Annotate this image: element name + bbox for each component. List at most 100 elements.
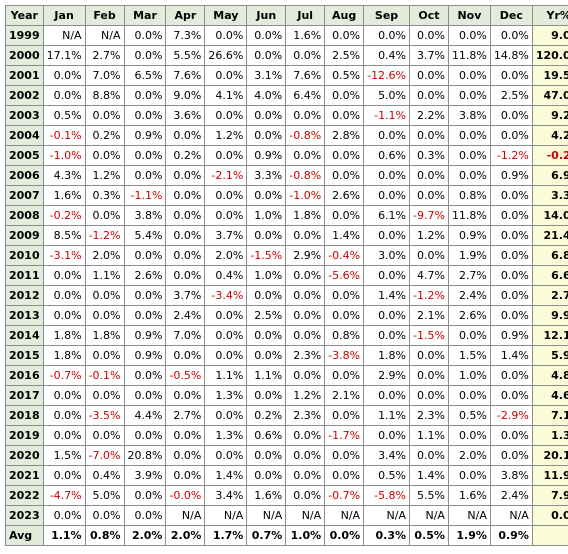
column-header-jun: Jun [246,5,287,26]
month-value-cell: 3.4% [363,445,411,466]
month-value-cell: 8.5% [42,225,86,246]
month-value-cell: 0.0% [42,465,86,486]
month-value-cell: 0.0% [84,205,125,226]
month-value-cell: 0.0% [123,305,167,326]
month-value-cell: 2.7% [165,405,206,426]
yearly-total-cell: 1.3% [531,425,568,446]
table-body: 1999 N/A N/A 0.0% 7.3% 0.0% 0.0% 1.6% 0.0% 0.0% 0.… [5,25,568,546]
month-value-cell: -1.2% [409,285,449,306]
month-value-cell: 3.1% [246,65,287,86]
column-header-year: Year [5,5,44,26]
month-value-cell: 0.0% [42,85,86,106]
yearly-total-cell: -0.2% [531,145,568,166]
table-row: 2003 0.5% 0.0% 0.0% 3.6% 0.0% 0.0% 0.0% 0.0% -1.1… [5,105,568,126]
month-value-cell: 0.0% [324,305,365,326]
month-value-cell: 7.0% [84,65,125,86]
column-header-yr: Yr% [531,5,568,26]
month-value-cell: 2.6% [447,305,491,326]
month-value-cell: 0.0% [285,105,326,126]
month-value-cell: 2.4% [447,285,491,306]
month-value-cell: 0.9% [246,145,287,166]
month-value-cell: 0.0% [363,185,411,206]
month-value-cell: 0.9% [123,345,167,366]
month-value-cell: 2.2% [409,105,449,126]
year-cell: 2017 [5,385,44,406]
yearly-total-cell: 6.6% [531,265,568,286]
month-value-cell: 1.4% [489,345,533,366]
month-value-cell: 0.0% [324,285,365,306]
month-value-cell: 0.0% [42,425,86,446]
month-value-cell: 0.0% [165,445,206,466]
month-value-cell: 1.1% [363,405,411,426]
month-value-cell: 0.0% [123,385,167,406]
month-value-cell: 2.3% [285,345,326,366]
table-row: 2014 1.8% 1.8% 0.9% 7.0% 0.0% 0.0% 0.0% 0.8% 0.0%… [5,325,568,346]
table-row: 2009 8.5% -1.2% 5.4% 0.0% 3.7% 0.0% 0.0% 1.4% 0.0… [5,225,568,246]
month-value-cell: -5.8% [363,485,411,506]
month-value-cell: 1.1% [204,365,248,386]
month-value-cell: 0.0% [285,225,326,246]
yearly-total-cell: 7.1% [531,405,568,426]
month-value-cell: 2.0% [84,245,125,266]
month-value-cell: 4.0% [246,85,287,106]
table-row: 2016 -0.7% -0.1% 0.0% -0.5% 1.1% 1.1% 0.0% 0.0% 2… [5,365,568,386]
month-value-cell: 0.2% [165,145,206,166]
column-header-oct: Oct [409,5,449,26]
month-value-cell: 0.0% [246,465,287,486]
average-month-cell: 0.3% [363,525,411,546]
month-value-cell: 7.6% [285,65,326,86]
month-value-cell: 0.0% [324,25,365,46]
month-value-cell: -4.7% [42,485,86,506]
month-value-cell: 0.0% [246,445,287,466]
month-value-cell: 0.0% [489,185,533,206]
month-value-cell: 3.0% [363,245,411,266]
month-value-cell: 0.0% [246,325,287,346]
month-value-cell: 0.0% [246,285,287,306]
yearly-total-cell: 0.0% [531,505,568,526]
month-value-cell: 1.0% [246,205,287,226]
month-value-cell: 0.0% [489,365,533,386]
year-cell: 2003 [5,105,44,126]
month-value-cell: -0.1% [42,125,86,146]
month-value-cell: 0.0% [285,145,326,166]
month-value-cell: 1.6% [246,485,287,506]
month-value-cell: 0.0% [489,125,533,146]
month-value-cell: 0.9% [123,325,167,346]
month-value-cell: 2.3% [285,405,326,426]
month-value-cell: -2.1% [204,165,248,186]
month-value-cell: 0.0% [447,425,491,446]
month-value-cell: 0.4% [204,265,248,286]
yearly-total-cell: 11.9% [531,465,568,486]
month-value-cell: 0.0% [285,485,326,506]
month-value-cell: 0.0% [489,445,533,466]
month-value-cell: 0.0% [447,385,491,406]
month-value-cell: 0.0% [84,285,125,306]
month-value-cell: 0.0% [324,105,365,126]
average-month-cell: 0.7% [246,525,287,546]
month-value-cell: 1.6% [447,485,491,506]
month-value-cell: 0.0% [409,445,449,466]
month-value-cell: -0.2% [42,205,86,226]
month-value-cell: 1.0% [246,265,287,286]
month-value-cell: 0.0% [489,305,533,326]
month-value-cell: N/A [447,505,491,526]
month-value-cell: 6.5% [123,65,167,86]
month-value-cell: 3.6% [165,105,206,126]
month-value-cell: 2.7% [447,265,491,286]
month-value-cell: -12.6% [363,65,411,86]
month-value-cell: 2.5% [324,45,365,66]
month-value-cell: 0.0% [165,185,206,206]
month-value-cell: 0.0% [42,405,86,426]
month-value-cell: 0.0% [409,65,449,86]
month-value-cell: 0.0% [447,65,491,86]
month-value-cell: 7.6% [165,65,206,86]
month-value-cell: N/A [42,25,86,46]
month-value-cell: -1.5% [246,245,287,266]
month-value-cell: 0.0% [165,125,206,146]
month-value-cell: 0.0% [123,485,167,506]
month-value-cell: 0.0% [324,145,365,166]
month-value-cell: 0.0% [324,365,365,386]
month-value-cell: 7.3% [165,25,206,46]
month-value-cell: 0.0% [409,185,449,206]
month-value-cell: 0.0% [447,325,491,346]
